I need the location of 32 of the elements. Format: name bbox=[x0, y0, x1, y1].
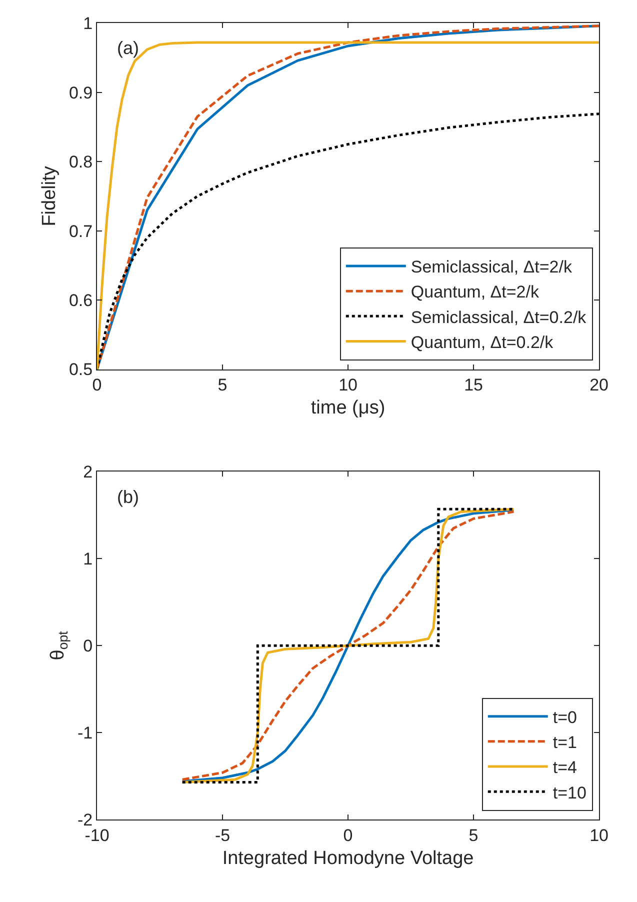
y-tick-label: 0.6 bbox=[68, 290, 93, 310]
x-tick-label: 0 bbox=[343, 826, 353, 845]
x-tick-label: -5 bbox=[214, 826, 230, 845]
x-tick-label: 10 bbox=[338, 376, 358, 395]
legend-label: Semiclassical, Δt=0.2/k bbox=[410, 308, 587, 327]
y-tick-label: 0.8 bbox=[68, 152, 93, 172]
x-tick-label: 15 bbox=[464, 376, 483, 395]
legend-label: t=4 bbox=[552, 758, 577, 778]
line-series bbox=[97, 112, 600, 370]
x-tick-label: 5 bbox=[468, 826, 478, 845]
annotation: (b) bbox=[117, 487, 139, 507]
legend-label: t=0 bbox=[552, 708, 577, 727]
x-tick-label: 20 bbox=[590, 376, 609, 395]
legend-label: t=10 bbox=[552, 783, 586, 802]
annotation: (a) bbox=[117, 38, 139, 58]
y-tick-label: 1 bbox=[83, 14, 93, 34]
y-tick-label: -1 bbox=[77, 724, 93, 743]
legend-label: Quantum, Δt=2/k bbox=[410, 282, 540, 302]
y-tick-label: 0.5 bbox=[68, 360, 93, 380]
x-axis-title: Integrated Homodyne Voltage bbox=[222, 848, 474, 869]
legend-label: t=1 bbox=[552, 733, 577, 752]
y-tick-label: 0.7 bbox=[68, 222, 93, 241]
y-tick-label: 2 bbox=[83, 462, 93, 482]
x-tick-label: 5 bbox=[218, 376, 228, 395]
y-tick-label: 0.9 bbox=[68, 83, 93, 102]
legend-label: Quantum, Δt=0.2/k bbox=[410, 332, 554, 352]
x-axis-title: time (μs) bbox=[310, 397, 386, 418]
y-tick-label: 0 bbox=[83, 636, 93, 656]
y-tick-label: 1 bbox=[83, 550, 93, 569]
y-axis-title: Fidelity bbox=[38, 166, 60, 226]
legend-label: Semiclassical, Δt=2/k bbox=[410, 258, 572, 277]
x-tick-label: 10 bbox=[590, 826, 609, 845]
